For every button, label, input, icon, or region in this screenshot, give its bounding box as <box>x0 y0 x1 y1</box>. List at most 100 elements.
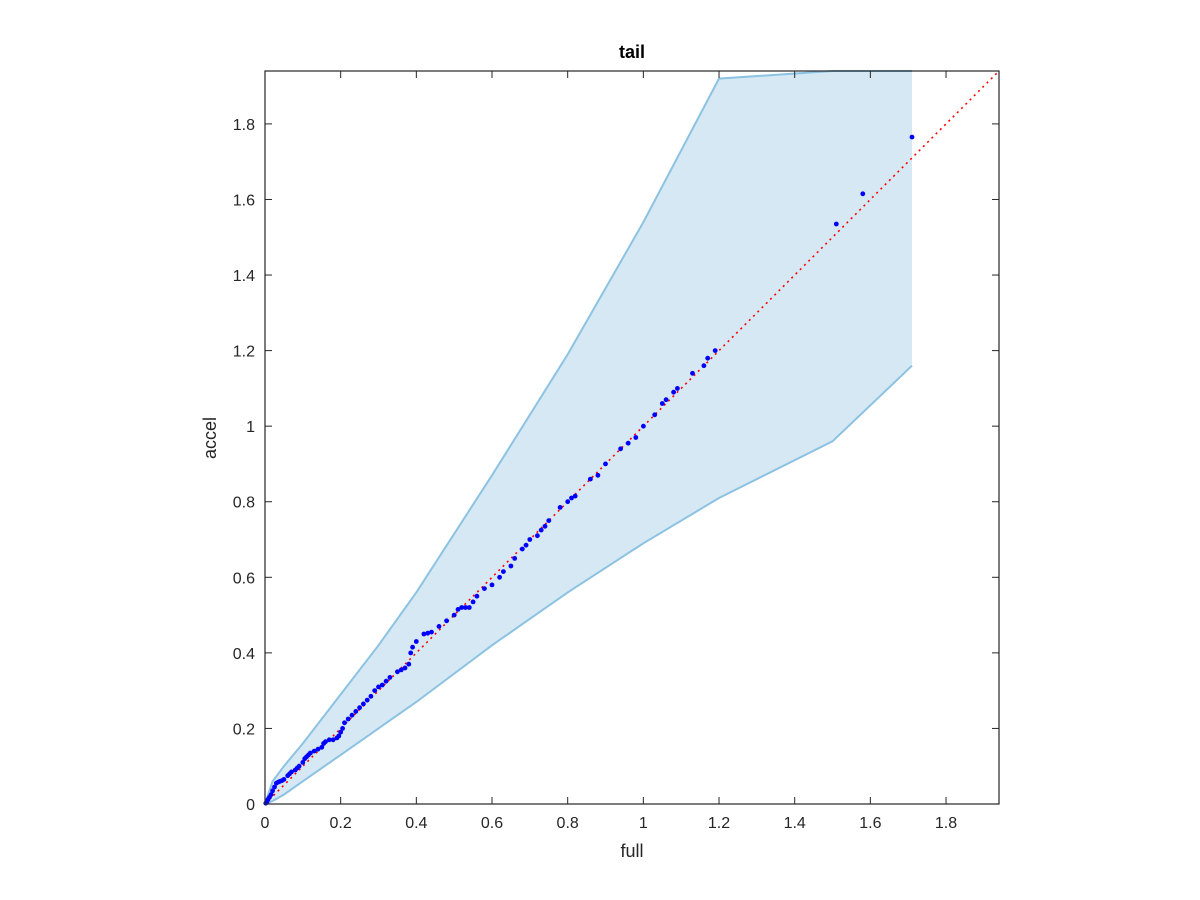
data-point <box>705 355 711 361</box>
data-point <box>641 423 646 429</box>
data-point <box>542 523 548 529</box>
x-tick-label: 0.4 <box>405 815 427 832</box>
data-point <box>379 682 385 688</box>
data-point <box>860 191 866 197</box>
data-point <box>444 618 449 624</box>
data-point <box>459 605 465 610</box>
x-tick-label: 0.8 <box>557 815 579 832</box>
data-point <box>387 675 393 680</box>
confidence-band <box>264 70 913 805</box>
data-point <box>330 737 336 743</box>
data-point <box>372 688 378 693</box>
data-point <box>652 412 658 418</box>
y-tick-label: 1.2 <box>233 344 255 361</box>
data-point <box>357 705 362 711</box>
y-tick-label: 0.8 <box>233 495 255 512</box>
x-tick-label: 0.2 <box>330 815 352 832</box>
data-point <box>625 440 631 446</box>
data-point <box>572 493 578 499</box>
confidence-band-fill <box>265 71 912 804</box>
x-tick-label: 0 <box>261 815 270 832</box>
data-point <box>833 221 839 227</box>
axes-frame <box>264 70 1000 805</box>
x-tick-label: 1.6 <box>859 815 881 832</box>
y-tick-label: 1.4 <box>233 268 255 285</box>
x-tick-label: 1.8 <box>935 815 957 832</box>
data-point <box>406 661 412 667</box>
y-tick-label: 1.6 <box>233 192 255 209</box>
data-point <box>413 639 419 644</box>
data-point <box>538 527 544 533</box>
x-tick-label: 0.6 <box>481 815 503 832</box>
data-point <box>565 499 571 505</box>
data-point <box>268 792 274 797</box>
x-tick-label: 1 <box>639 815 648 832</box>
chart-title: tail <box>619 42 645 62</box>
data-point <box>675 386 680 391</box>
data-point <box>451 612 457 618</box>
data-point <box>300 760 306 765</box>
data-point <box>671 389 676 395</box>
y-tick-label: 0 <box>246 797 255 814</box>
data-point <box>436 624 442 629</box>
data-point <box>323 739 328 745</box>
data-point <box>296 763 302 769</box>
y-tick-label: 0.6 <box>233 570 255 587</box>
data-point <box>349 712 355 718</box>
data-point <box>603 461 608 467</box>
data-point <box>523 542 529 548</box>
data-point <box>326 737 332 743</box>
data-point <box>501 569 506 574</box>
data-point <box>345 716 351 722</box>
band-lower-edge <box>264 364 913 805</box>
data-point <box>342 720 347 726</box>
data-point <box>272 784 277 790</box>
plot-frame <box>264 70 1000 805</box>
x-tick-label: 1.4 <box>784 815 806 832</box>
data-point <box>519 546 525 552</box>
data-point <box>690 370 695 376</box>
data-point <box>455 607 461 612</box>
data-point <box>466 605 472 610</box>
x-axis-ticks: 0 0.2 0.4 0.6 0.8 1 1.2 1.4 1.6 1.8 <box>261 71 957 832</box>
data-point <box>281 777 287 782</box>
data-point <box>618 446 623 452</box>
reference-line <box>264 70 1000 805</box>
data-point <box>336 733 342 739</box>
data-point <box>546 518 552 523</box>
data-point <box>535 533 540 539</box>
x-tick-label: 1.2 <box>708 815 730 832</box>
data-point <box>557 505 563 510</box>
data-point <box>338 729 344 735</box>
data-point <box>402 665 408 671</box>
data-point <box>410 644 415 650</box>
data-point <box>489 582 495 588</box>
data-point <box>361 701 366 707</box>
y-axis-label: accel <box>200 417 220 459</box>
data-point <box>595 472 601 478</box>
data-point <box>383 678 389 684</box>
data-point <box>376 684 381 690</box>
y-axis-ticks: 0 0.2 0.4 0.6 0.8 1 1.2 1.4 1.6 1.8 <box>233 117 999 814</box>
data-point <box>364 697 370 703</box>
data-points <box>263 134 915 806</box>
data-point <box>308 750 313 756</box>
data-point <box>368 693 374 699</box>
data-point <box>421 631 427 637</box>
data-point <box>470 599 476 605</box>
data-point <box>429 629 434 635</box>
data-point <box>497 574 502 580</box>
data-point <box>569 495 574 501</box>
y-tick-label: 0.4 <box>233 646 255 663</box>
data-point <box>353 709 359 714</box>
x-axis-label: full <box>620 841 643 861</box>
data-point <box>340 726 345 731</box>
data-point <box>289 769 294 775</box>
data-point <box>633 435 639 440</box>
data-point <box>482 586 487 591</box>
data-point <box>527 537 533 542</box>
data-point <box>398 667 404 673</box>
data-point <box>319 744 325 750</box>
data-point <box>463 605 468 610</box>
